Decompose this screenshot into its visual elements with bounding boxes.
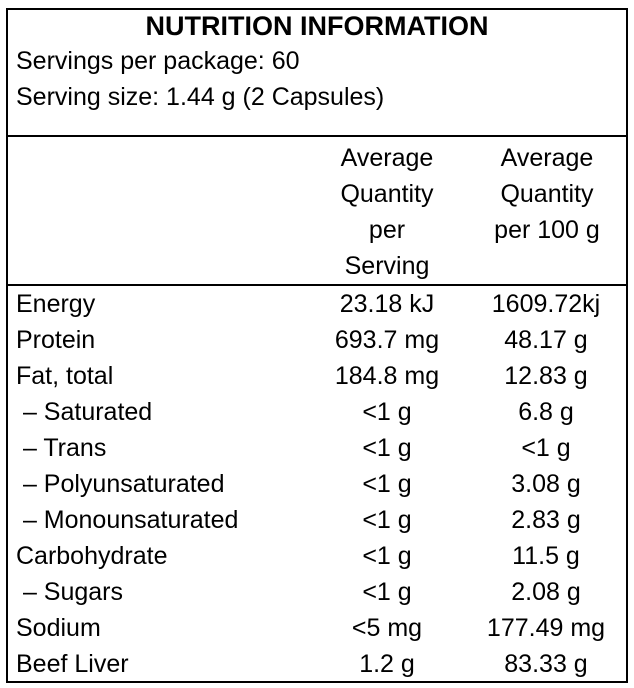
per-100g-value: 83.33 g bbox=[504, 650, 588, 678]
servings-per-package: Servings per package: 60 bbox=[16, 47, 300, 75]
per-serving-value: <5 mg bbox=[351, 614, 423, 642]
panel-title: NUTRITION INFORMATION bbox=[145, 11, 489, 41]
column-header-per-serving: Average Quantity per Serving bbox=[340, 144, 434, 280]
per-100g-value: 2.83 g bbox=[511, 506, 581, 534]
per-100g-value: 11.5 g bbox=[512, 542, 580, 570]
per-serving-value: 1.2 g bbox=[359, 650, 415, 678]
nutrition-panel: NUTRITION INFORMATION Servings per packa… bbox=[6, 8, 628, 683]
per-serving-value: <1 g bbox=[362, 542, 412, 570]
table-row: Beef Liver 1.2 g 83.33 g bbox=[8, 646, 626, 682]
nutrient-name: – Trans bbox=[16, 434, 107, 462]
table-row: – Polyunsaturated <1 g 3.08 g bbox=[8, 466, 626, 502]
serving-size: Serving size: 1.44 g (2 Capsules) bbox=[16, 83, 385, 111]
per-100g-value: 12.83 g bbox=[504, 362, 588, 390]
nutrient-name: – Polyunsaturated bbox=[16, 470, 225, 498]
per-serving-value: <1 g bbox=[362, 506, 412, 534]
per-serving-value: <1 g bbox=[362, 578, 412, 606]
table-row: – Trans <1 g <1 g bbox=[8, 430, 626, 466]
nutrient-rows: Energy 23.18 kJ 1609.72kj Protein 693.7 … bbox=[8, 286, 626, 682]
table-row: Energy 23.18 kJ 1609.72kj bbox=[8, 286, 626, 322]
per-100g-value: 177.49 mg bbox=[486, 614, 606, 642]
per-serving-value: <1 g bbox=[362, 398, 412, 426]
table-row: – Sugars <1 g 2.08 g bbox=[8, 574, 626, 610]
nutrient-name: Energy bbox=[16, 290, 96, 318]
per-serving-value: 184.8 mg bbox=[334, 362, 440, 390]
nutrient-name: – Sugars bbox=[16, 578, 124, 606]
per-serving-value: 23.18 kJ bbox=[339, 290, 435, 318]
nutrient-name: – Monounsaturated bbox=[16, 506, 239, 534]
table-row: Carbohydrate <1 g 11.5 g bbox=[8, 538, 626, 574]
per-100g-value: 6.8 g bbox=[518, 398, 574, 426]
nutrient-name: Fat, total bbox=[16, 362, 114, 390]
table-row: – Monounsaturated <1 g 2.83 g bbox=[8, 502, 626, 538]
per-100g-value: <1 g bbox=[521, 434, 571, 462]
nutrient-name: – Saturated bbox=[16, 398, 153, 426]
column-header-per-100g: Average Quantity per 100 g bbox=[494, 144, 600, 244]
per-100g-value: 1609.72kj bbox=[491, 290, 601, 318]
per-serving-value: 693.7 mg bbox=[334, 326, 440, 354]
per-serving-value: <1 g bbox=[362, 470, 412, 498]
table-row: Fat, total 184.8 mg 12.83 g bbox=[8, 358, 626, 394]
per-100g-value: 2.08 g bbox=[511, 578, 581, 606]
table-row: – Saturated <1 g 6.8 g bbox=[8, 394, 626, 430]
per-serving-value: <1 g bbox=[362, 434, 412, 462]
table-row: Protein 693.7 mg 48.17 g bbox=[8, 322, 626, 358]
nutrient-name: Sodium bbox=[16, 614, 101, 642]
per-100g-value: 48.17 g bbox=[504, 326, 588, 354]
column-headers: Average Quantity per Serving Average Qua… bbox=[8, 138, 626, 286]
nutrient-name: Carbohydrate bbox=[16, 542, 168, 570]
panel-header: NUTRITION INFORMATION Servings per packa… bbox=[8, 10, 626, 137]
table-row: Sodium <5 mg 177.49 mg bbox=[8, 610, 626, 646]
nutrient-name: Protein bbox=[16, 326, 96, 354]
per-100g-value: 3.08 g bbox=[511, 470, 581, 498]
nutrient-name: Beef Liver bbox=[16, 650, 129, 678]
